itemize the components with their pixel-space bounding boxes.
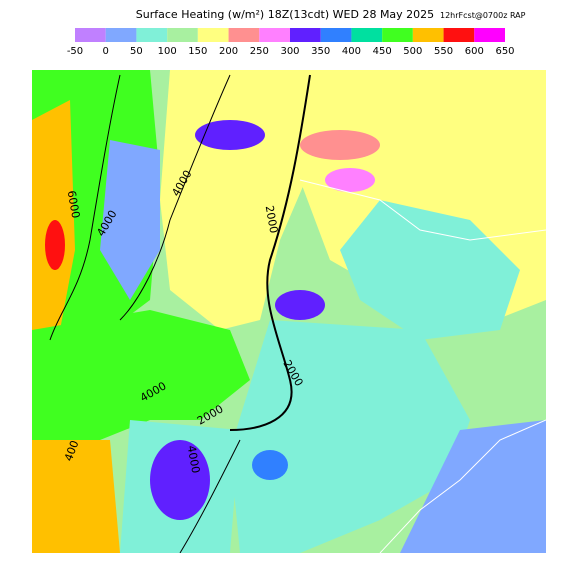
contour-line	[119, 74, 231, 321]
field-region	[325, 168, 375, 192]
colorbar-label: 550	[434, 46, 453, 57]
colorbar-swatch	[443, 28, 475, 42]
colorbar-swatch	[290, 28, 321, 42]
contour-line	[49, 74, 121, 341]
coastline	[379, 419, 546, 553]
colorbar-swatch	[197, 28, 229, 42]
colorbar-swatch	[351, 28, 383, 42]
contour-label: 4000	[185, 444, 203, 474]
colorbar-swatch	[320, 28, 352, 42]
colorbar-swatch	[167, 28, 198, 42]
colorbar-label: 150	[188, 46, 207, 57]
contour-line	[229, 74, 311, 431]
colorbar-label: 300	[280, 46, 299, 57]
colorbar-label: 650	[495, 46, 514, 57]
colorbar-label: 100	[158, 46, 177, 57]
colorbar-swatch	[228, 28, 260, 42]
field-region	[275, 290, 325, 320]
colorbar-label: -50	[67, 46, 83, 57]
colorbar-label: 350	[311, 46, 330, 57]
colorbar-swatch	[412, 28, 444, 42]
field-region	[32, 310, 250, 440]
title: Surface Heating (w/m²) 18Z(13cdt) WED 28…	[136, 8, 434, 21]
colorbar-swatch	[474, 28, 505, 42]
colorbar-label: 50	[130, 46, 143, 57]
colorbar-swatch	[75, 28, 106, 42]
field-region	[32, 100, 75, 330]
colorbar-label: 500	[403, 46, 422, 57]
field-region	[252, 450, 288, 480]
colorbar-label: 250	[250, 46, 269, 57]
contour-line	[179, 439, 241, 553]
border-line	[299, 179, 546, 241]
field-region	[45, 220, 65, 270]
field-region	[32, 440, 120, 553]
colorbar-swatch	[105, 28, 137, 42]
field-region	[150, 440, 210, 520]
colorbar-label: 450	[373, 46, 392, 57]
subtitle: 12hrFcst@0700z RAP	[440, 11, 526, 20]
colorbar-label: 200	[219, 46, 238, 57]
colorbar-swatch	[259, 28, 290, 42]
colorbar-label: 0	[103, 46, 109, 57]
contour-label: 6000	[65, 189, 83, 219]
colorbar-label: 600	[465, 46, 484, 57]
field-region	[340, 200, 520, 340]
field-region	[400, 420, 546, 553]
colorbar-swatch	[136, 28, 168, 42]
contour-label: 2000	[263, 204, 281, 234]
field-region	[300, 130, 380, 160]
field-region	[100, 140, 160, 300]
colorbar-label: 400	[342, 46, 361, 57]
colorbar-swatch	[382, 28, 413, 42]
field-region	[195, 120, 265, 150]
colorbar: -50 0 50 100 150 200 250 300 350 400 450 500 550 600 6…	[67, 28, 515, 57]
